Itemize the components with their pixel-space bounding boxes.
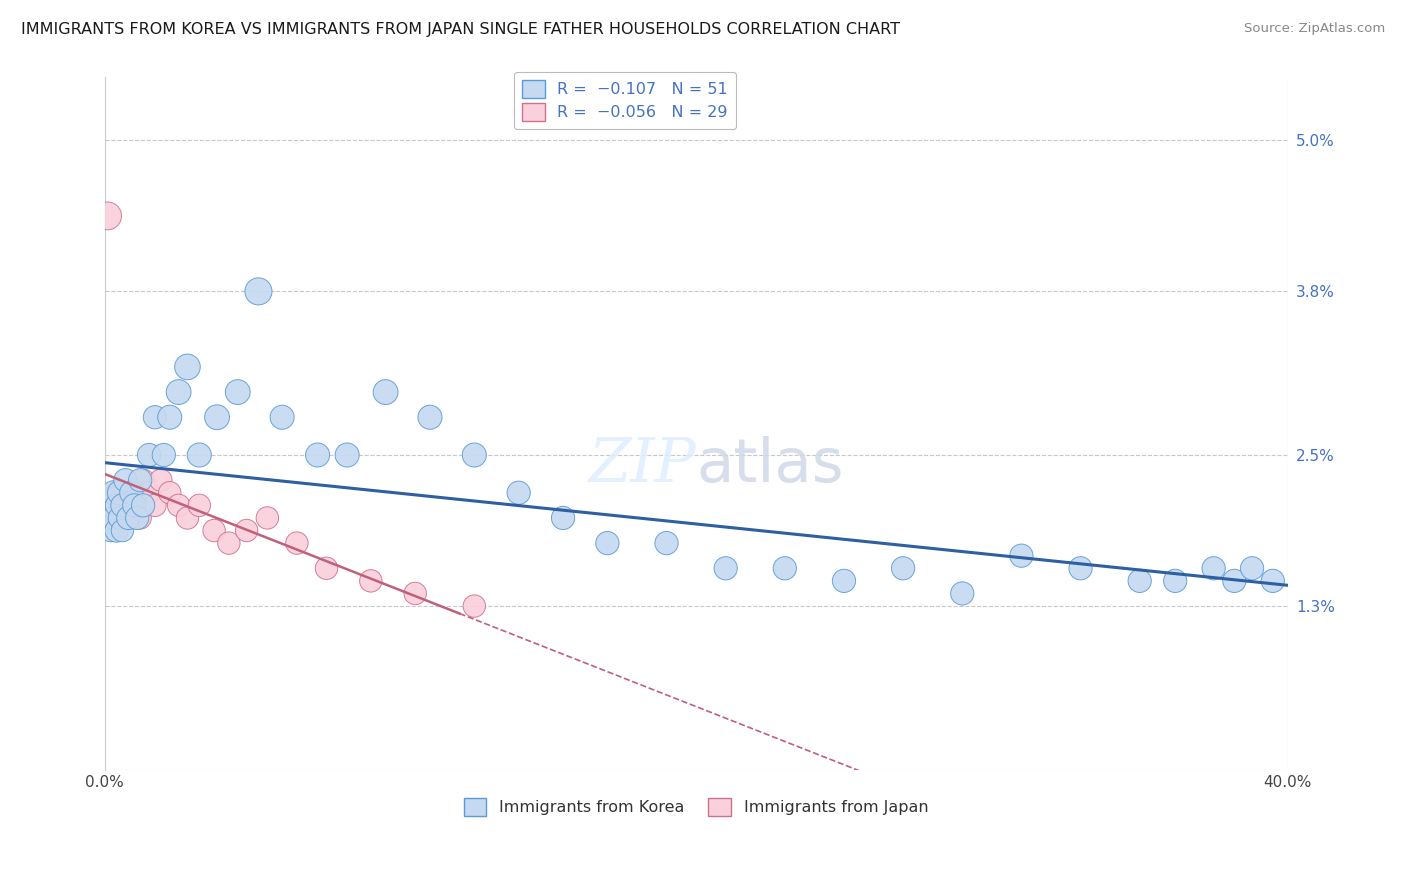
Point <box>1010 549 1032 563</box>
Point <box>105 499 128 513</box>
Point <box>149 473 172 487</box>
Point <box>127 511 149 525</box>
Point <box>120 511 142 525</box>
Point <box>508 485 530 500</box>
Text: Source: ZipAtlas.com: Source: ZipAtlas.com <box>1244 22 1385 36</box>
Point <box>226 385 249 400</box>
Point <box>891 561 914 575</box>
Point <box>103 511 125 525</box>
Point <box>105 485 128 500</box>
Point <box>247 285 270 299</box>
Point <box>105 524 128 538</box>
Point <box>122 499 145 513</box>
Point <box>315 561 337 575</box>
Point <box>103 485 125 500</box>
Point <box>188 499 211 513</box>
Point <box>111 524 134 538</box>
Point <box>127 485 149 500</box>
Point <box>129 473 152 487</box>
Point <box>1261 574 1284 588</box>
Point <box>108 511 131 525</box>
Point <box>218 536 240 550</box>
Point <box>1129 574 1152 588</box>
Point <box>111 499 134 513</box>
Point <box>463 599 485 613</box>
Legend: Immigrants from Korea, Immigrants from Japan: Immigrants from Korea, Immigrants from J… <box>456 789 936 824</box>
Point <box>97 209 120 223</box>
Point <box>97 511 120 525</box>
Point <box>950 586 973 600</box>
Point <box>773 561 796 575</box>
Text: IMMIGRANTS FROM KOREA VS IMMIGRANTS FROM JAPAN SINGLE FATHER HOUSEHOLDS CORRELAT: IMMIGRANTS FROM KOREA VS IMMIGRANTS FROM… <box>21 22 900 37</box>
Point <box>114 473 136 487</box>
Point <box>138 448 160 462</box>
Point <box>271 410 294 425</box>
Point <box>832 574 855 588</box>
Point <box>1070 561 1092 575</box>
Point <box>235 524 257 538</box>
Point <box>463 448 485 462</box>
Point <box>360 574 382 588</box>
Point <box>100 524 122 538</box>
Point <box>1164 574 1187 588</box>
Point <box>159 410 181 425</box>
Point <box>205 410 228 425</box>
Point <box>122 499 145 513</box>
Point <box>1241 561 1264 575</box>
Point <box>108 485 131 500</box>
Point <box>117 511 139 525</box>
Point <box>551 511 574 525</box>
Point <box>419 410 441 425</box>
Point <box>153 448 176 462</box>
Point <box>108 499 131 513</box>
Point <box>132 499 155 513</box>
Point <box>714 561 737 575</box>
Point <box>167 385 190 400</box>
Point <box>307 448 329 462</box>
Point <box>374 385 396 400</box>
Point <box>159 485 181 500</box>
Point <box>1223 574 1246 588</box>
Text: atlas: atlas <box>696 435 844 494</box>
Text: ZIP: ZIP <box>588 435 696 495</box>
Point <box>120 485 142 500</box>
Point <box>655 536 678 550</box>
Point <box>1202 561 1225 575</box>
Point <box>129 511 152 525</box>
Point <box>176 511 198 525</box>
Point <box>596 536 619 550</box>
Point <box>100 499 122 513</box>
Point <box>138 485 160 500</box>
Point <box>143 499 166 513</box>
Point <box>111 511 134 525</box>
Point <box>256 511 278 525</box>
Point <box>143 410 166 425</box>
Point <box>100 499 122 513</box>
Point <box>404 586 426 600</box>
Point <box>188 448 211 462</box>
Point <box>117 485 139 500</box>
Point <box>114 499 136 513</box>
Point <box>176 359 198 374</box>
Point <box>336 448 359 462</box>
Point <box>103 511 125 525</box>
Point <box>167 499 190 513</box>
Point <box>132 473 155 487</box>
Point <box>202 524 225 538</box>
Point <box>285 536 308 550</box>
